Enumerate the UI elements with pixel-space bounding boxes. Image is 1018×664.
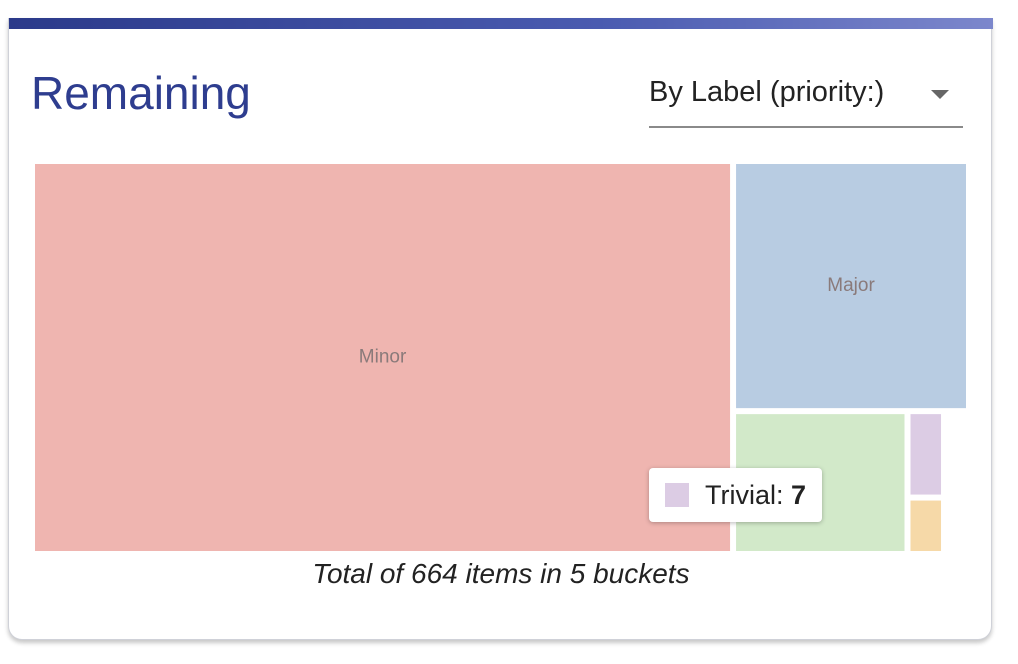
tooltip-swatch [665,483,689,507]
total-summary: Total of 664 items in 5 buckets [312,558,690,589]
chart-tooltip: Trivial: 7 [649,468,823,522]
treemap-cell-trivial[interactable] [910,414,942,495]
treemap-cell-major[interactable] [736,164,966,409]
treemap-label-minor: Minor [359,347,407,368]
treemap-label-major: Major [827,275,875,296]
tooltip-label: Trivial: [705,479,784,510]
group-by-selected-value: By Label (priority:) [649,76,885,108]
treemap-cell-minor[interactable] [35,164,731,551]
treemap-cell-bucket-5[interactable] [910,500,942,551]
tooltip-value: 7 [791,479,807,510]
card-accent-bar [9,18,993,29]
remaining-card: Remaining By Label (priority:) Minor Majo… [8,18,993,640]
group-by-dropdown[interactable]: By Label (priority:) [649,72,963,128]
card-title: Remaining [31,67,251,119]
chevron-down-icon [931,90,949,99]
treemap-chart: Minor Major [35,164,966,551]
